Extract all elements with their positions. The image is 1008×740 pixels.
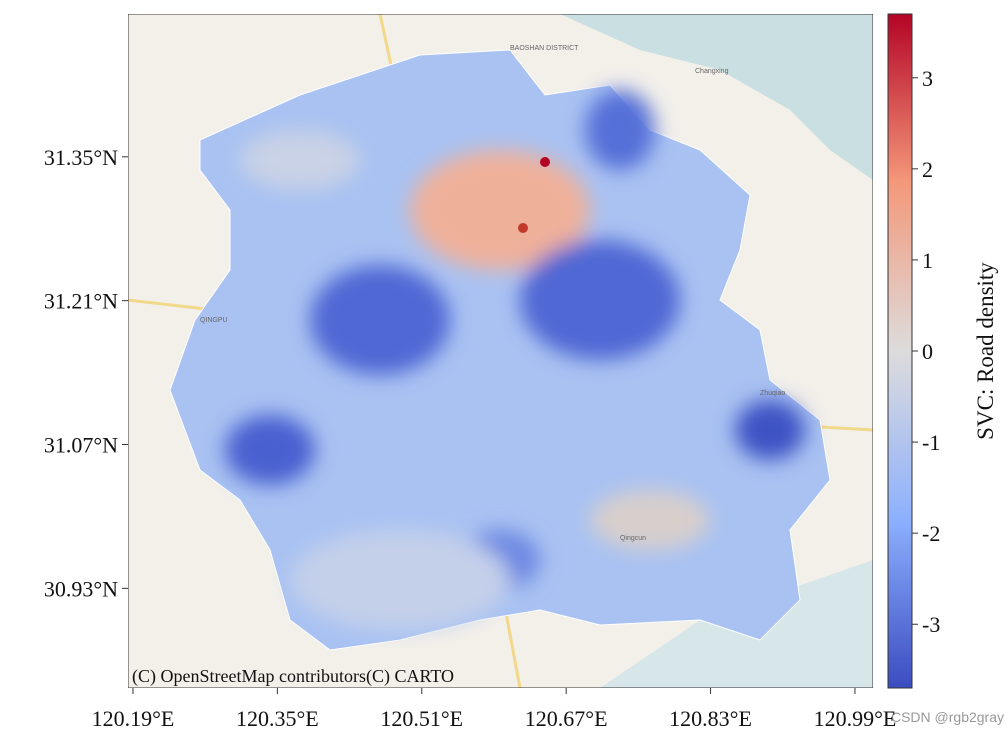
colorbar-tick-label: 0 [922,339,933,364]
x-tick-label: 120.19°E [92,706,175,731]
colorbar-tick-label: 3 [922,66,933,91]
y-tick-label: 31.07°N [44,432,118,457]
x-tick-label: 120.67°E [525,706,608,731]
x-tick-label: 120.35°E [236,706,319,731]
watermark: CSDN @rgb2gray [891,709,1004,725]
place-label: BAOSHAN DISTRICT [510,45,579,52]
y-tick-label: 31.21°N [44,289,118,314]
colorbar-tick-label: 1 [922,248,933,273]
colorbar-tick-label: -1 [922,430,940,455]
colorbar [887,13,913,689]
y-tick-label: 30.93°N [44,576,118,601]
attribution: (C) OpenStreetMap contributors(C) CARTO [132,666,454,687]
place-label: Changxing [695,68,729,75]
map [128,14,873,688]
place-label: Zhuqiao [760,390,785,397]
colorbar-label: SVC: Road density [973,262,998,440]
river [560,14,873,180]
x-tick-label: 120.83°E [669,706,752,731]
x-tick-label: 120.99°E [814,706,897,731]
place-label: QINGPU [200,317,228,324]
colorbar-tick-label: -3 [922,612,940,637]
hotspot [540,157,550,167]
y-tick-label: 31.35°N [44,145,118,170]
colorbar-tick-label: 2 [922,157,933,182]
place-label: Qingcun [620,535,646,542]
x-tick-label: 120.51°E [380,706,463,731]
value-patches [225,90,805,630]
hotspot [518,223,528,233]
colorbar-tick-label: -2 [922,521,940,546]
